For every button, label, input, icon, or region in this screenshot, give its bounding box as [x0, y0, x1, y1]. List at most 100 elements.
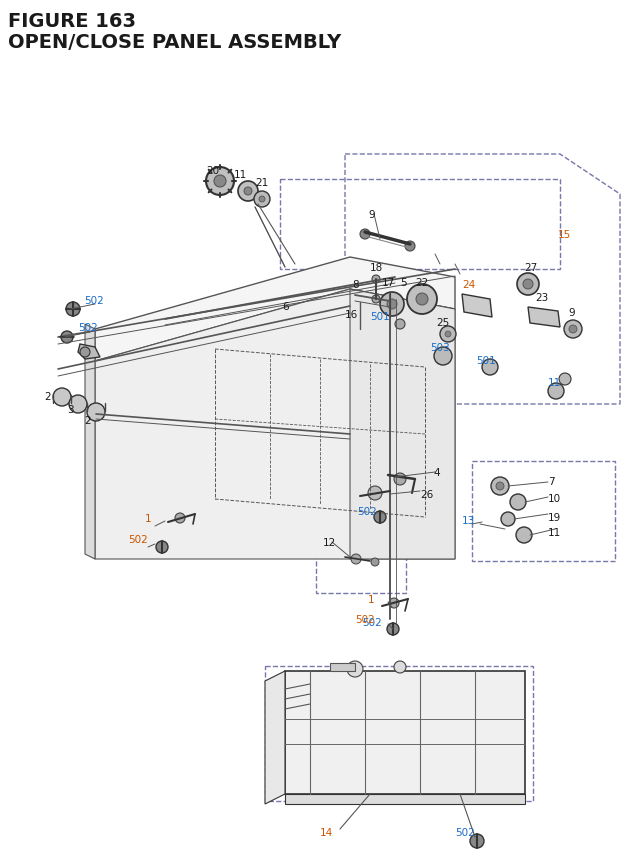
Circle shape — [156, 542, 168, 554]
Polygon shape — [95, 257, 455, 362]
Text: 503: 503 — [430, 343, 450, 353]
Circle shape — [516, 528, 532, 543]
Text: 1: 1 — [368, 594, 374, 604]
Text: 4: 4 — [433, 468, 440, 478]
Circle shape — [470, 834, 484, 848]
Text: 502: 502 — [455, 827, 475, 837]
Bar — [316, 536, 406, 593]
Text: 7: 7 — [548, 476, 555, 486]
Text: 16: 16 — [345, 310, 358, 319]
Text: 19: 19 — [548, 512, 561, 523]
Bar — [265, 666, 533, 801]
Polygon shape — [85, 325, 95, 560]
Text: 11: 11 — [548, 378, 561, 387]
Text: OPEN/CLOSE PANEL ASSEMBLY: OPEN/CLOSE PANEL ASSEMBLY — [8, 33, 341, 52]
Text: 17: 17 — [382, 278, 396, 288]
Bar — [330, 663, 355, 672]
Text: 502: 502 — [362, 617, 381, 628]
Circle shape — [214, 176, 226, 188]
Circle shape — [491, 478, 509, 495]
Text: 501: 501 — [476, 356, 496, 366]
Text: 2: 2 — [44, 392, 51, 401]
Circle shape — [434, 348, 452, 366]
Circle shape — [371, 558, 379, 567]
Text: 5: 5 — [400, 278, 406, 288]
Polygon shape — [265, 672, 285, 804]
Text: 502: 502 — [357, 506, 377, 517]
Circle shape — [395, 319, 405, 330]
Circle shape — [564, 320, 582, 338]
Text: FIGURE 163: FIGURE 163 — [8, 12, 136, 31]
Text: 11: 11 — [234, 170, 247, 180]
Text: 2: 2 — [84, 416, 91, 425]
Polygon shape — [350, 289, 455, 560]
Circle shape — [372, 276, 380, 283]
Polygon shape — [528, 307, 560, 328]
Polygon shape — [285, 794, 525, 804]
Text: 3: 3 — [67, 405, 74, 414]
Circle shape — [445, 331, 451, 338]
Text: 21: 21 — [255, 177, 268, 188]
Circle shape — [259, 197, 265, 202]
Text: 11: 11 — [548, 528, 561, 537]
Circle shape — [387, 300, 397, 310]
Circle shape — [254, 192, 270, 208]
Text: 27: 27 — [524, 263, 537, 273]
Circle shape — [347, 661, 363, 678]
Circle shape — [368, 486, 382, 500]
Circle shape — [389, 598, 399, 608]
Circle shape — [53, 388, 71, 406]
Circle shape — [416, 294, 428, 306]
Text: 502: 502 — [78, 323, 98, 332]
Circle shape — [394, 661, 406, 673]
Circle shape — [517, 274, 539, 295]
Circle shape — [569, 325, 577, 333]
Text: 13: 13 — [462, 516, 476, 525]
Circle shape — [559, 374, 571, 386]
Circle shape — [351, 554, 361, 564]
Circle shape — [440, 326, 456, 343]
Text: 23: 23 — [535, 293, 548, 303]
Text: 12: 12 — [323, 537, 336, 548]
Text: 14: 14 — [320, 827, 333, 837]
Text: 9: 9 — [368, 210, 374, 220]
Circle shape — [61, 331, 73, 344]
Circle shape — [244, 188, 252, 195]
Circle shape — [380, 293, 404, 317]
Text: 8: 8 — [352, 280, 358, 289]
Circle shape — [175, 513, 185, 523]
Circle shape — [496, 482, 504, 491]
Text: 6: 6 — [282, 301, 289, 312]
Text: 25: 25 — [436, 318, 449, 328]
Bar — [472, 461, 615, 561]
Text: 18: 18 — [370, 263, 383, 273]
Circle shape — [206, 168, 234, 195]
Polygon shape — [462, 294, 492, 318]
Polygon shape — [78, 344, 100, 360]
Circle shape — [69, 395, 87, 413]
Text: 502: 502 — [355, 614, 375, 624]
Text: 502: 502 — [128, 535, 148, 544]
Circle shape — [510, 494, 526, 511]
Circle shape — [387, 623, 399, 635]
Text: 501: 501 — [370, 312, 390, 322]
Circle shape — [87, 404, 105, 422]
Circle shape — [482, 360, 498, 375]
Text: 24: 24 — [462, 280, 476, 289]
Text: 1: 1 — [145, 513, 152, 523]
Circle shape — [374, 511, 386, 523]
Circle shape — [66, 303, 80, 317]
Polygon shape — [95, 289, 455, 560]
Circle shape — [394, 474, 406, 486]
Circle shape — [238, 182, 258, 201]
Circle shape — [405, 242, 415, 251]
Text: 22: 22 — [415, 278, 428, 288]
Text: 26: 26 — [420, 489, 433, 499]
Text: 20: 20 — [206, 166, 219, 176]
Text: 15: 15 — [558, 230, 572, 239]
Circle shape — [523, 280, 533, 289]
Circle shape — [548, 383, 564, 400]
Circle shape — [372, 295, 380, 304]
Circle shape — [80, 348, 90, 357]
Circle shape — [501, 512, 515, 526]
